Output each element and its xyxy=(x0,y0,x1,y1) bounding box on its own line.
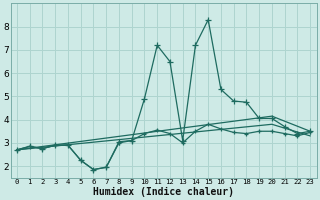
X-axis label: Humidex (Indice chaleur): Humidex (Indice chaleur) xyxy=(93,186,234,197)
